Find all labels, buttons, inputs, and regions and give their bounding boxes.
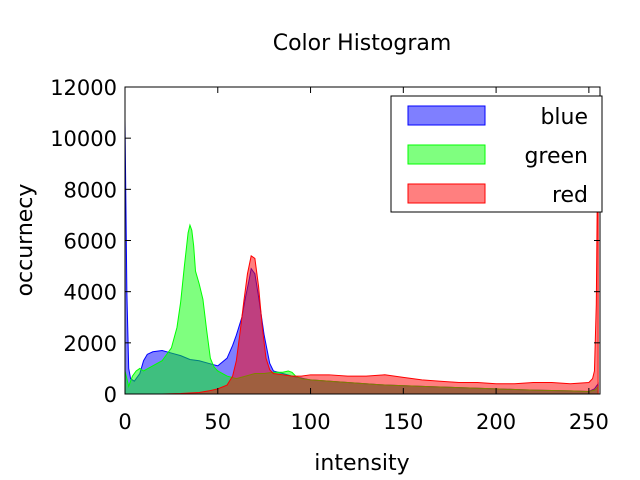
x-tick-label: 50: [204, 410, 231, 434]
series-area-red: [125, 104, 599, 395]
y-ticks: 0 2000 4000 6000 8000 10000 12000: [50, 76, 600, 407]
legend-swatch-green: [407, 144, 486, 165]
x-axis-label: intensity: [314, 451, 409, 476]
plot-area: 0 50 100 150 200 250 0 2000 4000 6000 8000 10000 12…: [50, 76, 609, 434]
x-tick-label: 100: [291, 410, 331, 434]
legend-label-green: green: [524, 144, 588, 169]
x-tick-label: 250: [569, 410, 609, 434]
chart-title: Color Histogram: [273, 31, 452, 56]
legend-swatch-blue: [407, 105, 486, 126]
legend: blue green red: [390, 95, 603, 213]
y-tick-label: 12000: [50, 76, 117, 100]
y-tick-label: 4000: [64, 281, 117, 305]
legend-label-blue: blue: [540, 105, 588, 130]
y-axis-label: occurnecy: [13, 184, 38, 297]
x-tick-label: 200: [476, 410, 516, 434]
y-tick-label: 8000: [64, 178, 117, 202]
x-tick-label: 0: [118, 410, 131, 434]
x-tick-label: 150: [383, 410, 423, 434]
legend-swatch-red: [407, 183, 486, 204]
series-area-green: [124, 223, 599, 395]
legend-label-red: red: [552, 183, 588, 208]
y-tick-label: 0: [104, 383, 117, 407]
x-ticks: 0 50 100 150 200 250: [118, 87, 609, 434]
y-tick-label: 6000: [64, 230, 117, 254]
y-tick-label: 10000: [50, 127, 117, 151]
y-tick-label: 2000: [64, 332, 117, 356]
